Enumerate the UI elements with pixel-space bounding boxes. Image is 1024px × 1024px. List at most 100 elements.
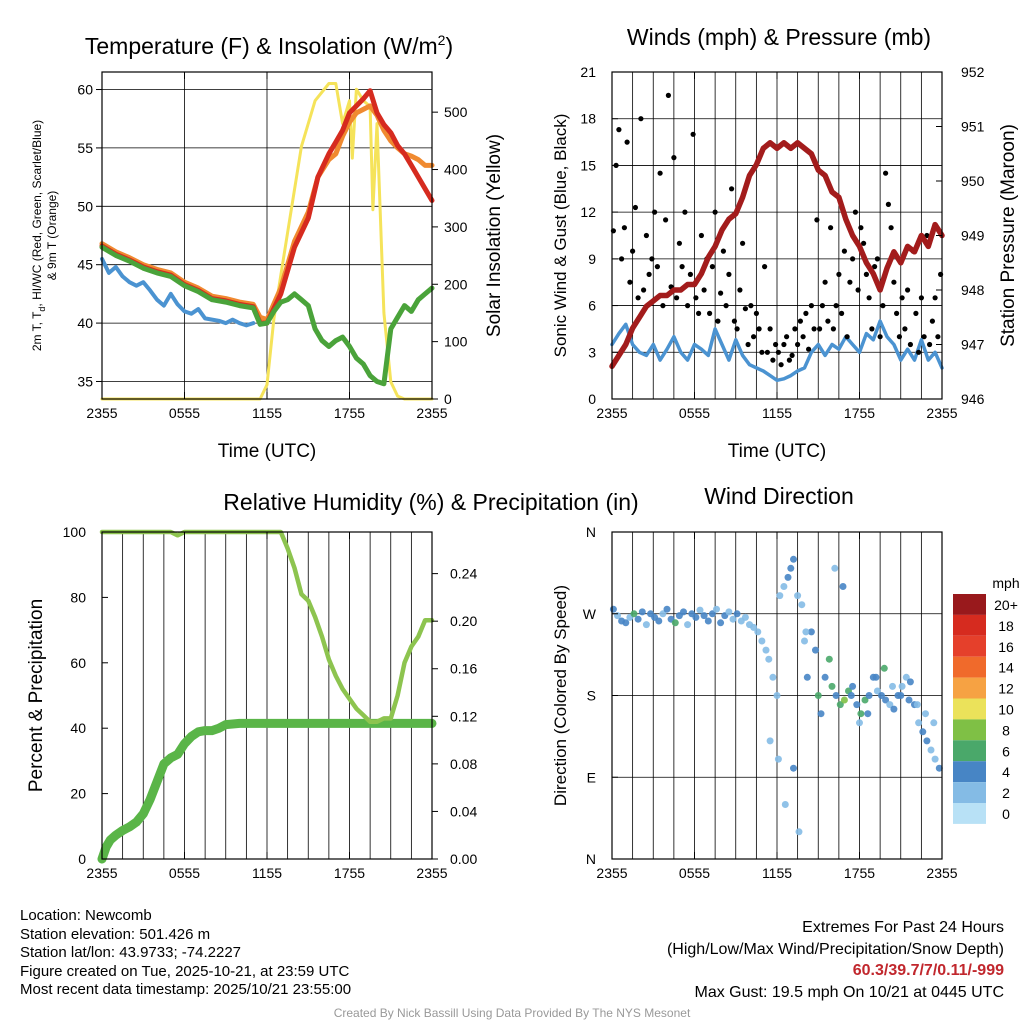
direction-point [880, 664, 888, 672]
station-info: Location: Newcomb Station elevation: 501… [20, 907, 351, 1000]
extremes-title: Extremes For Past 24 Hours [802, 919, 1004, 936]
gust-point [839, 310, 845, 316]
y-tick-label: 40 [70, 720, 86, 736]
legend-label: 12 [998, 681, 1014, 697]
gust-point [861, 240, 867, 246]
gust-point [663, 217, 669, 223]
direction-point [758, 637, 766, 645]
direction-point [769, 673, 777, 681]
x-tick-label: 1155 [252, 405, 282, 421]
direction-point [773, 692, 781, 699]
gust-point [855, 287, 861, 293]
gust-point [671, 155, 677, 161]
station-location: Location: Newcomb [20, 907, 152, 924]
y-tick-label: S [587, 688, 596, 704]
gridlines [101, 532, 433, 859]
y2-tick-label: 951 [961, 119, 985, 135]
gust-point [814, 217, 820, 223]
station-latlon: Station lat/lon: 43.9733; -74.2227 [20, 944, 242, 962]
direction-point [774, 755, 782, 763]
x-tick-label: 2355 [596, 865, 627, 881]
direction-point [897, 692, 905, 699]
gust-point [707, 310, 713, 316]
legend-swatch [953, 740, 986, 762]
gust-point [685, 303, 691, 309]
chart-title: Temperature (F) & Insolation (W/m2) [85, 32, 453, 59]
gust-point [679, 264, 685, 270]
legend-swatch [953, 761, 986, 783]
direction-point [787, 564, 795, 572]
direction-point [781, 801, 789, 808]
direction-point [741, 613, 749, 621]
y-axis-label: Direction (Colored By Speed) [551, 585, 570, 806]
direction-point [638, 608, 646, 616]
gust-point [803, 310, 809, 316]
gust-point [718, 290, 724, 296]
y-tick-label: 35 [77, 373, 93, 389]
legend-label: 18 [998, 618, 1014, 634]
gust-point [932, 295, 938, 301]
direction-point [725, 608, 733, 616]
gust-point [833, 303, 839, 309]
chart-title: Relative Humidity (%) & Precipitation (i… [223, 489, 638, 515]
direction-point [754, 628, 762, 636]
x-tick-label: 2355 [86, 405, 117, 421]
y2-tick-label: 300 [444, 219, 468, 235]
direction-point [790, 764, 797, 772]
chart-humidity: 2355 0555 1155 1755 23550204060801000.000.04… [26, 489, 639, 881]
legend-swatch [953, 803, 986, 824]
gust-point [687, 271, 694, 277]
series-sonic-wind [610, 319, 944, 383]
gust-point [748, 303, 754, 309]
gust-point [643, 232, 650, 239]
direction-point [630, 610, 638, 618]
legend-label: 14 [998, 660, 1014, 676]
gust-point [916, 349, 922, 355]
gust-point [696, 310, 702, 316]
chart-temperature: 2355 0555 1155 1755 2355 35 40 45 50 55 60 0 100 200 3… [30, 32, 505, 462]
gust-point [800, 334, 806, 340]
y2-tick-label: 0.20 [450, 613, 477, 629]
y-tick-label: N [586, 851, 596, 867]
direction-point [836, 701, 844, 709]
x-tick-label: 0555 [679, 865, 710, 881]
gust-point [676, 240, 683, 246]
gust-point [847, 279, 853, 285]
direction-point [700, 612, 708, 620]
direction-point [659, 610, 667, 618]
legend-label: 8 [1002, 722, 1010, 738]
gust-point [756, 326, 762, 332]
gust-point [885, 201, 892, 207]
gust-point [891, 279, 897, 285]
direction-point [886, 701, 894, 709]
gust-point [674, 295, 680, 301]
direction-point [780, 583, 788, 590]
gust-point [877, 334, 883, 340]
gust-point [745, 341, 751, 348]
direction-point [882, 696, 890, 704]
extremes-description: (High/Low/Max Wind/Precipitation/Snow De… [666, 940, 1004, 958]
y2-tick-label: 0.04 [450, 803, 477, 819]
direction-point [905, 696, 913, 704]
figure-created: Figure created on Tue, 2025-10-21, at 23… [20, 962, 350, 980]
gust-point [632, 204, 639, 211]
gust-point [918, 295, 925, 301]
direction-point [776, 592, 784, 600]
y2-tick-label: 0.16 [450, 661, 477, 677]
direction-point [663, 605, 671, 613]
gust-point [789, 352, 795, 358]
x-tick-label: 2355 [596, 405, 627, 421]
legend-swatch [953, 614, 986, 636]
direction-point [930, 719, 938, 727]
direction-point [733, 610, 741, 618]
direction-point [671, 619, 679, 627]
gust-point [828, 225, 834, 231]
legend-title: mph [992, 575, 1019, 591]
direction-point [692, 613, 700, 621]
y-tick-label: 6 [588, 298, 596, 314]
gust-point [863, 271, 870, 277]
x-tick-label: 1755 [844, 405, 875, 421]
gust-point [646, 271, 652, 277]
y2-tick-label: 400 [444, 162, 468, 178]
y-axis-label: Percent & Precipitation [26, 599, 47, 792]
